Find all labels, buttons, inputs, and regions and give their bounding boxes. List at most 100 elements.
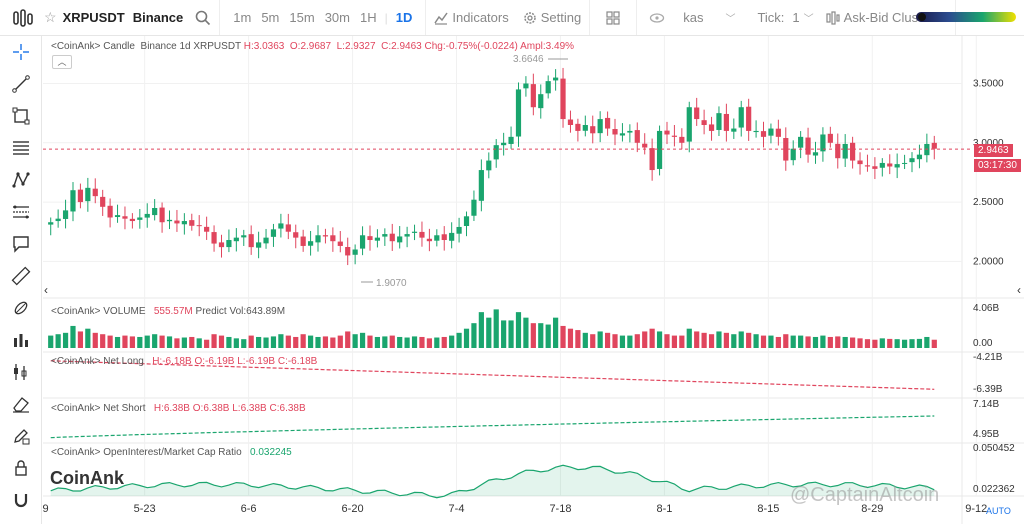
x-tick-label: 8-29 [861,503,883,515]
theme-gradient-slider[interactable] [916,12,1016,22]
volume-bar [166,336,173,348]
candle-body [857,160,863,165]
volume-bar [634,334,640,348]
oi-legend-label: <CoinAnk> OpenInterest/Market Cap Ratio [51,447,242,458]
net-short-legend-label: <CoinAnk> Net Short [51,403,146,414]
collapse-legend-button[interactable]: ︿ [52,55,72,69]
oi-area-fill [50,465,935,498]
interval-5m[interactable]: 5m [261,10,280,25]
candle-body [597,119,603,134]
search-icon[interactable] [195,10,211,26]
candle-body [70,190,76,212]
candle-body [345,247,351,256]
volume-bar [478,312,484,348]
left-collapse-arrow-icon[interactable]: ‹ [44,283,48,297]
candle-body [515,89,522,137]
volume-bar [285,335,291,348]
callout-tool[interactable] [0,228,42,260]
candle-body [322,235,329,237]
eraser-icon [13,397,29,413]
favorite-star-icon[interactable]: ☆ [44,9,57,25]
candle-body [768,128,774,136]
volume-bar [345,331,351,348]
rectangle-tool[interactable] [0,100,42,132]
coinank-watermark: CoinAnk [50,468,124,488]
drawing-tools-sidebar [0,36,42,524]
candle-body [656,130,663,169]
net-long-h: H:-6.18B [152,356,192,367]
candle-body [567,119,574,125]
chart-canvas[interactable]: 5-9 5-23 6-6 6-20 7-4 7-18 8-1 8-15 8-29 9-12 3.50… [43,36,1024,524]
cluster-icon[interactable] [826,10,840,25]
brush-tool[interactable] [0,292,42,324]
volume-bar [211,334,217,348]
net-long-o: O:-6.19B [194,356,235,367]
volume-bar [218,335,225,348]
candle-body [708,124,715,131]
candle-body [493,145,499,160]
volume-bar [77,331,84,348]
volume-bar [701,332,707,348]
candle-body [389,233,395,242]
kas-label[interactable]: kas [683,10,704,25]
volume-bar [664,334,670,348]
setting-button[interactable]: Setting [540,10,582,25]
candle-body [426,238,432,242]
volume-bar [731,334,737,348]
pattern-tool[interactable] [0,164,42,196]
horizontal-lines-tool[interactable] [0,132,42,164]
fib-tool[interactable] [0,196,42,228]
candle-body [901,162,908,164]
candle-legend-change: Chg:-0.75%(-0.0224) [424,41,518,52]
volume-bar [812,336,819,348]
tick-value[interactable]: 1 [792,10,800,25]
ask-bid-cluster-button[interactable]: Ask-Bid Cluster [843,10,934,25]
pencil-lock-tool[interactable] [0,420,42,452]
x-tick-label: 9-12 [965,503,987,515]
cluster-group: kas ﹀ Tick: 1 ﹀ Ask-Bid Cluster ﹀ [637,0,957,35]
interval-1h[interactable]: 1H [359,10,377,25]
ruler-tool[interactable] [0,260,42,292]
slider-handle[interactable] [918,13,926,21]
low-marker-label: 1.9070 [376,278,407,289]
candle-body [746,106,752,131]
volume-bar [508,320,514,348]
interval-15m[interactable]: 15m [289,10,315,25]
candle-body [916,154,923,160]
tick-chevron-down-icon[interactable]: ﹀ [803,14,814,25]
indicators-icon[interactable] [434,11,448,25]
volume-bar [449,335,455,348]
volume-bar [805,336,811,348]
candle-body [501,142,507,146]
symbol-name[interactable]: XRPUSDT [62,10,125,25]
layout-grid-icon[interactable] [606,10,620,25]
eye-icon[interactable] [649,11,665,25]
volume-bar [597,331,603,348]
indicators-button[interactable]: Indicators [452,10,509,25]
setting-gear-icon[interactable] [523,11,537,25]
lock-tool[interactable] [0,452,42,484]
candle-body [463,216,470,227]
candle-body [590,126,596,134]
volume-axis-label: 4.06B [973,303,999,314]
indicator-chart-tool[interactable] [0,324,42,356]
candle-body [545,81,551,94]
crosshair-tool[interactable] [0,36,42,68]
interval-1d[interactable]: 1D [395,10,413,25]
auto-scale-toggle[interactable]: AUTO [986,506,1011,516]
right-collapse-arrow-icon[interactable]: ‹ [1017,283,1021,297]
candle-body [278,223,284,229]
magnet-tool[interactable] [0,484,42,516]
trend-line-tool[interactable] [0,68,42,100]
volume-bar [463,328,470,348]
kas-chevron-down-icon[interactable]: ﹀ [725,14,736,25]
interval-1m[interactable]: 1m [233,10,252,25]
measure-tool[interactable] [0,356,42,388]
candle-body [627,130,633,133]
interval-30m[interactable]: 30m [324,10,350,25]
volume-bar [241,339,247,348]
exchange-name[interactable]: Binance [132,10,184,25]
candle-body [337,241,343,246]
eraser-tool[interactable] [0,388,42,420]
candle-body [359,235,366,249]
